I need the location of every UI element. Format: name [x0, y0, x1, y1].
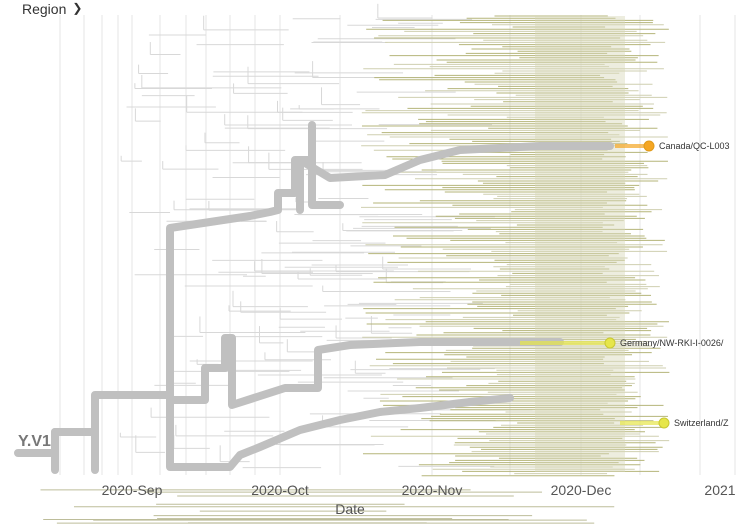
tip-label: Switzerland/Z: [674, 418, 729, 428]
thick-branches: [14, 121, 614, 474]
tip-label: Germany/NW-RKI-I-0026/: [620, 338, 724, 348]
tip-marker: [643, 140, 655, 152]
highlighted-tips[interactable]: Canada/QC-L003 Germany/NW-RKI-I-0026/Swit…: [520, 140, 730, 429]
highlighted-lineage: [166, 391, 514, 471]
tip-marker: [604, 337, 616, 349]
color-by-dropdown[interactable]: Region ❯: [22, 0, 82, 18]
color-by-label: Region: [22, 1, 67, 17]
highlighted-lineage: [166, 334, 564, 409]
axis-tick-label: 2020-Dec: [551, 482, 612, 498]
axis-tick-label: 2020-Nov: [402, 482, 463, 498]
axis-tick-label: 2021: [704, 482, 735, 498]
tip-marker: [658, 417, 670, 429]
chevron-down-icon: ❯: [72, 1, 83, 15]
axis-title: Date: [335, 501, 365, 517]
tip-cluster: [535, 16, 625, 472]
tip-branches: [40, 15, 670, 524]
axis-tick-label: 2020-Sep: [102, 482, 163, 498]
tip-label: Canada/QC-L003: [659, 141, 730, 151]
highlighted-lineage: [296, 142, 614, 214]
axis-tick-label: 2020-Oct: [251, 482, 309, 498]
highlighted-lineage: [14, 121, 344, 457]
clade-label: Y.V1: [18, 433, 51, 450]
